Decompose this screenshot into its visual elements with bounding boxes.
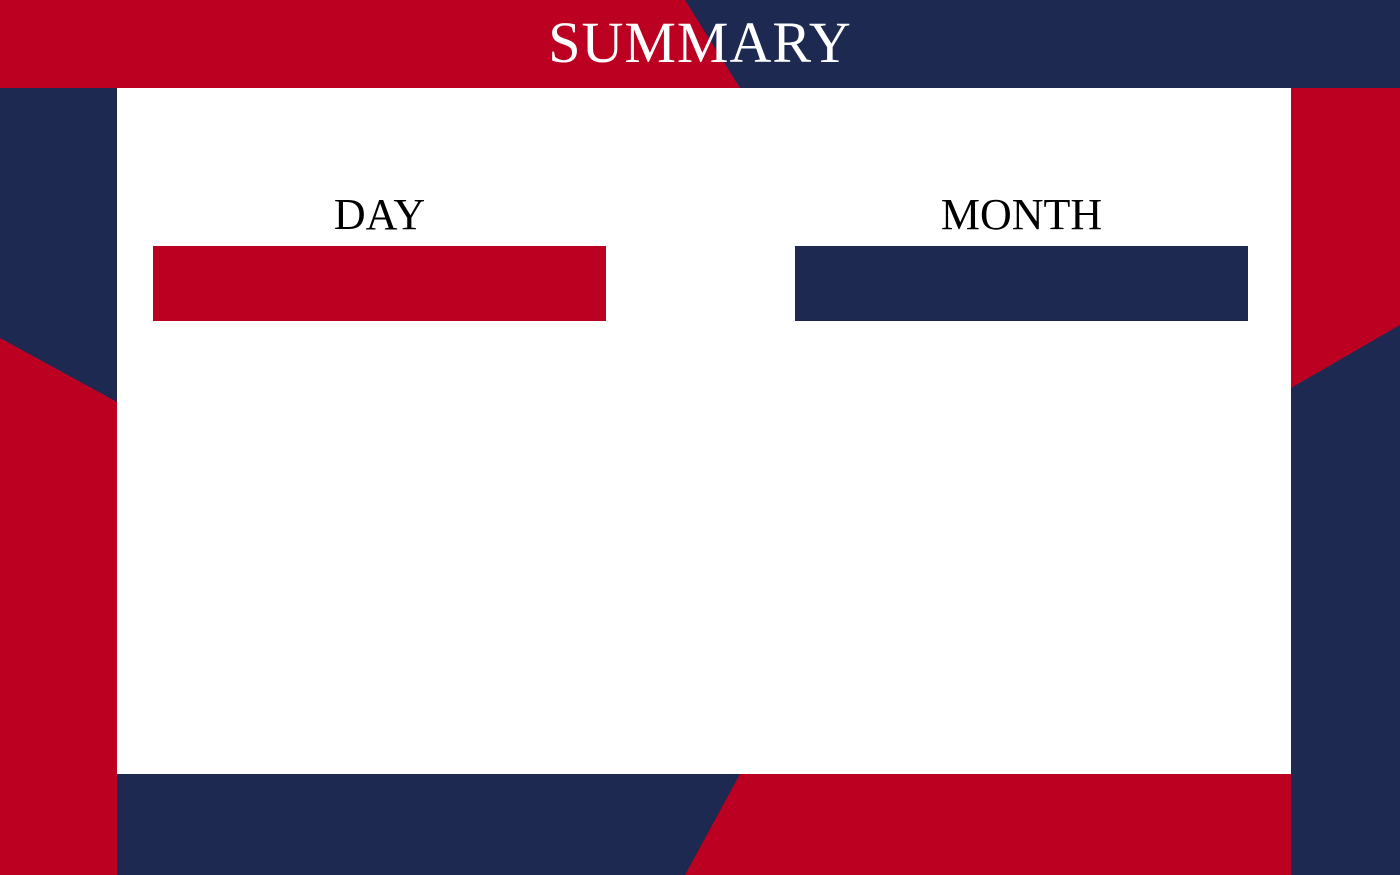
day-bar [153,246,606,321]
top-band-navy [685,0,1400,88]
month-bar [795,246,1248,321]
right-side-red [1291,88,1400,388]
page-title: SUMMARY [548,10,852,75]
month-heading: MONTH [940,190,1103,239]
day-heading: DAY [333,190,426,239]
bottom-band-navy [117,774,740,875]
content-panel [117,88,1291,774]
left-side-navy [0,88,117,402]
